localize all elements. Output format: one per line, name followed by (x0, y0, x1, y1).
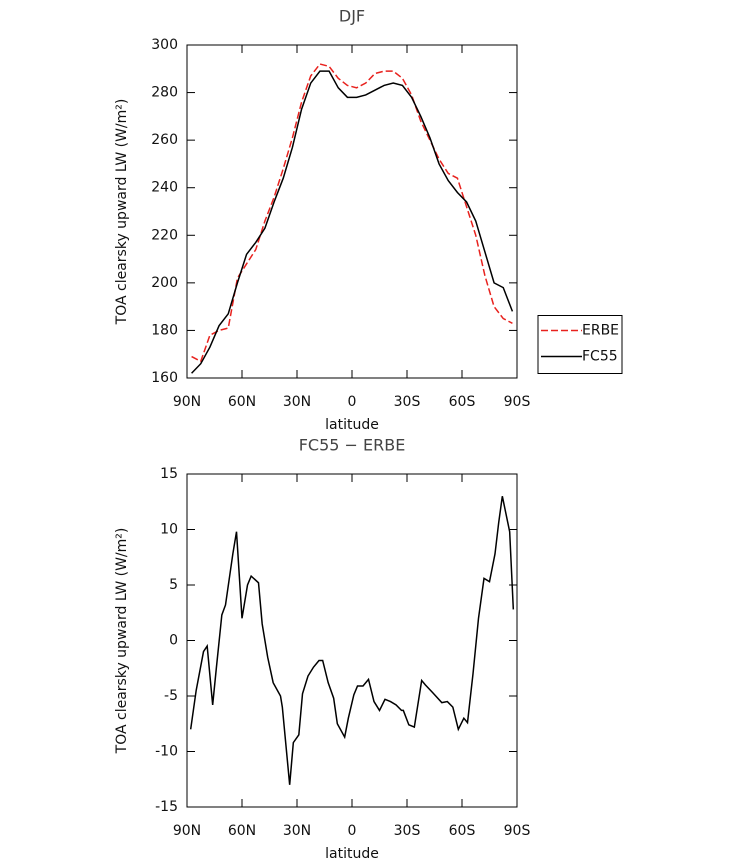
y-axis-label: TOA clearsky upward LW (W/m²) (114, 99, 130, 326)
plot-frame (186, 473, 518, 808)
y-tick-label: -15 (155, 799, 178, 815)
x-tick-label: 60S (449, 823, 476, 839)
y-tick-label: 160 (151, 370, 178, 386)
x-tick-label: 0 (348, 823, 357, 839)
data-line (191, 70, 514, 374)
chart-title: DJF (339, 7, 365, 26)
x-tick-label: 30N (283, 394, 311, 410)
y-tick-label: 260 (151, 132, 178, 148)
y-tick-label: -10 (155, 744, 178, 760)
data-line (191, 63, 513, 363)
chart-title: FC55 − ERBE (299, 436, 406, 455)
x-tick-label: 30S (394, 394, 421, 410)
x-axis-label: latitude (325, 846, 379, 862)
legend-label: FC55 (582, 349, 618, 365)
x-tick-label: 0 (348, 394, 357, 410)
x-tick-label: 90N (173, 823, 201, 839)
x-tick-label: 60N (228, 394, 256, 410)
data-line (189, 496, 515, 785)
y-axis-label: TOA clearsky upward LW (W/m²) (114, 528, 130, 755)
y-tick-label: 180 (151, 322, 178, 338)
y-tick-label: 220 (151, 227, 178, 243)
y-tick-label: 15 (160, 466, 178, 482)
legend-label: ERBE (582, 323, 619, 339)
y-tick-label: 200 (151, 275, 178, 291)
y-tick-label: 280 (151, 85, 178, 101)
y-tick-label: 240 (151, 180, 178, 196)
x-tick-label: 30S (394, 823, 421, 839)
legend-box (537, 315, 623, 374)
y-tick-label: 10 (160, 522, 178, 538)
x-tick-label: 60N (228, 823, 256, 839)
y-tick-label: 0 (169, 633, 178, 649)
x-tick-label: 90S (504, 823, 531, 839)
y-tick-label: -5 (164, 688, 178, 704)
y-tick-label: 300 (151, 37, 178, 53)
x-tick-label: 90N (173, 394, 201, 410)
x-axis-label: latitude (325, 417, 379, 433)
x-tick-label: 60S (449, 394, 476, 410)
x-tick-label: 90S (504, 394, 531, 410)
y-tick-label: 5 (169, 577, 178, 593)
x-tick-label: 30N (283, 823, 311, 839)
